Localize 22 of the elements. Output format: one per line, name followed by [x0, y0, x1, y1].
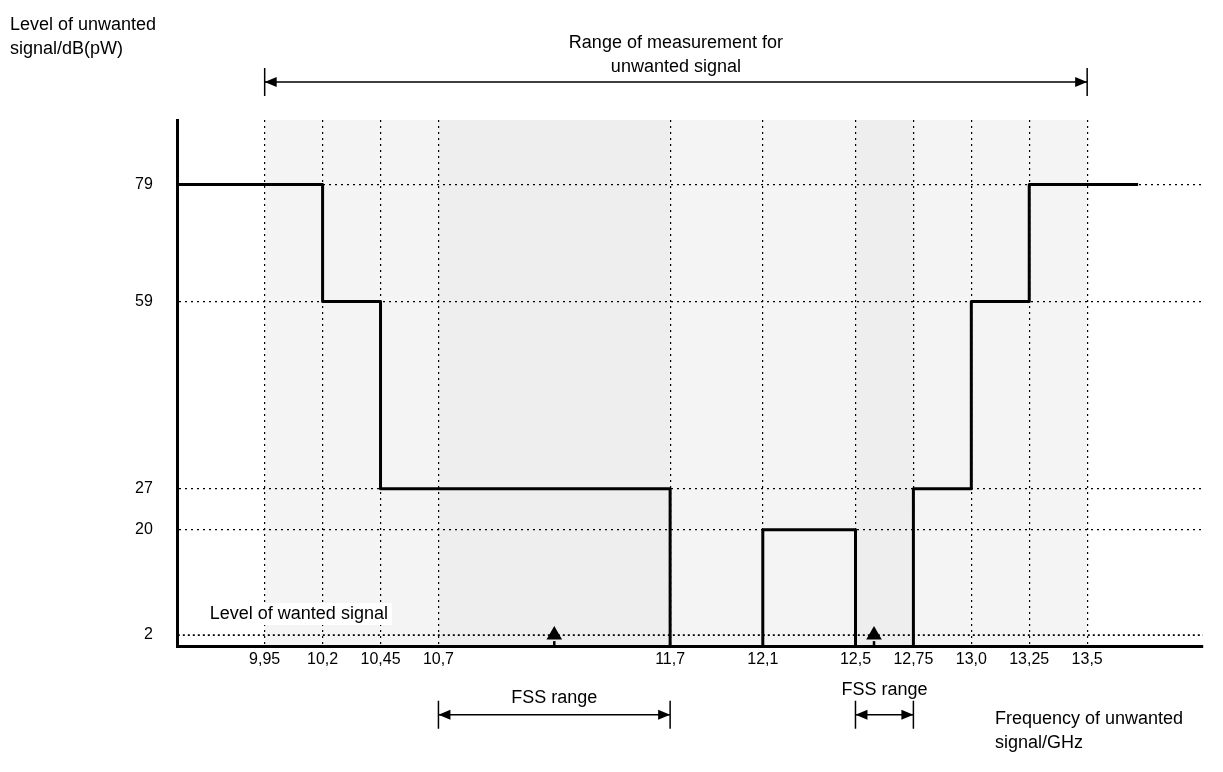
- band-label: FSS range: [841, 678, 928, 699]
- y-tick-label: 27: [135, 479, 153, 497]
- y-tick-label: 79: [135, 174, 153, 192]
- x-tick-label: 9,95: [249, 649, 281, 667]
- y-axis-title: Level of unwanted signal/dB(pW): [10, 13, 158, 60]
- y-tick-label: 59: [135, 291, 153, 309]
- ref-line-label: Level of wanted signal: [209, 603, 388, 624]
- x-axis-title: Frequency of unwanted signal/GHz: [995, 707, 1185, 754]
- x-tick-label: 13,25: [1009, 649, 1050, 667]
- x-tick-label: 10,45: [360, 649, 401, 667]
- band-label: FSS range: [511, 686, 598, 707]
- x-tick-label: 13,0: [955, 649, 987, 667]
- x-tick-label: 11,7: [655, 649, 686, 667]
- x-tick-label: 10,2: [307, 649, 339, 667]
- x-tick-label: 12,5: [839, 649, 872, 667]
- y-tick-label: 2: [143, 625, 153, 643]
- band-label: Range of measurement for unwanted signal: [568, 31, 783, 76]
- x-tick-label: 12,75: [893, 649, 934, 667]
- x-tick-label: 12,1: [747, 649, 779, 667]
- y-tick-label: 20: [135, 520, 153, 538]
- x-tick-label: 10,7: [422, 649, 455, 667]
- x-tick-label: 13,5: [1071, 649, 1103, 667]
